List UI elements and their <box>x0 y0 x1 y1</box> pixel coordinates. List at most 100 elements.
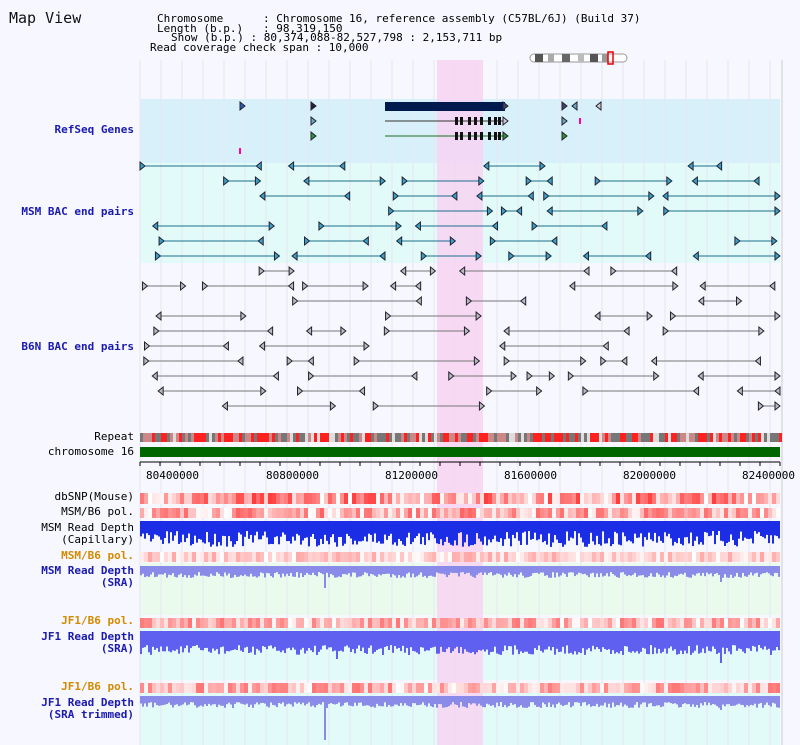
polymorphism-heat-cell <box>152 618 156 628</box>
b6n-bac-end-marker <box>358 385 366 397</box>
polymorphism-heat-cell <box>380 683 384 693</box>
repeat-segment <box>602 433 605 442</box>
polymorphism-heat-cell <box>464 618 468 628</box>
polymorphism-heat-cell <box>620 618 624 628</box>
polymorphism-heat-cell <box>252 493 256 504</box>
repeat-segment <box>533 433 536 442</box>
polymorphism-heat-cell <box>768 493 772 504</box>
read-depth-bar <box>328 566 330 578</box>
polymorphism-heat-cell <box>476 508 480 518</box>
polymorphism-heat-cell <box>428 493 432 504</box>
polymorphism-heat-cell <box>152 552 156 562</box>
read-depth-bar <box>316 631 318 655</box>
polymorphism-heat-cell <box>436 493 440 504</box>
polymorphism-heat-cell <box>700 508 704 518</box>
refseq-exon <box>468 117 471 125</box>
track-label-msm-depth-capillary-sub: (Capillary) <box>61 533 134 546</box>
info-value: : 98,319,150 <box>262 22 343 35</box>
polymorphism-heat-cell <box>416 552 420 562</box>
repeat-segment <box>488 433 491 442</box>
read-depth-bar <box>692 631 694 653</box>
repeat-segment <box>353 433 356 442</box>
read-depth-bar <box>720 521 722 541</box>
read-depth-bar <box>254 521 256 536</box>
repeat-segment <box>662 433 665 442</box>
track-label-msm-bac[interactable]: MSM BAC end pairs <box>21 205 134 218</box>
repeat-segment <box>635 433 638 442</box>
polymorphism-heat-cell <box>544 618 548 628</box>
read-depth-bar <box>458 566 460 577</box>
polymorphism-heat-cell <box>724 552 728 562</box>
read-depth-bar <box>484 696 486 708</box>
read-depth-bar <box>376 631 378 651</box>
read-depth-bar <box>352 521 354 545</box>
track-label-refseq-genes[interactable]: RefSeq Genes <box>54 123 134 136</box>
polymorphism-heat-cell <box>248 683 252 693</box>
read-depth-bar <box>336 696 338 704</box>
polymorphism-heat-cell <box>304 493 308 504</box>
msm-bac-end-marker <box>268 220 275 232</box>
polymorphism-heat-cell <box>164 683 168 693</box>
b6n-bac-end-marker <box>362 280 369 292</box>
polymorphism-heat-cell <box>340 618 344 628</box>
polymorphism-heat-cell <box>648 618 652 628</box>
read-depth-bar <box>208 566 210 577</box>
repeat-segment <box>521 433 524 442</box>
read-depth-bar <box>736 631 738 651</box>
read-depth-bar <box>648 696 650 704</box>
read-depth-bar <box>418 521 420 534</box>
read-depth-bar <box>342 566 344 575</box>
polymorphism-heat-cell <box>392 683 396 693</box>
msm-bac-end-marker <box>291 250 298 262</box>
read-depth-bar <box>288 631 290 648</box>
read-depth-bar <box>370 521 372 535</box>
polymorphism-heat-cell <box>332 683 336 693</box>
read-depth-bar <box>718 566 720 576</box>
read-depth-bar <box>742 566 744 573</box>
info-value: : 80,374,088-82,527,798 : 2,153,711 bp <box>250 31 503 44</box>
read-depth-bar <box>580 631 582 654</box>
b6n-bac-end-marker <box>510 370 517 382</box>
read-depth-bar <box>638 566 640 576</box>
read-depth-bar <box>390 696 392 707</box>
read-depth-bar <box>180 631 182 647</box>
read-depth-bar <box>266 696 268 707</box>
polymorphism-heat-cell <box>316 493 320 504</box>
track-label-b6n-bac[interactable]: B6N BAC end pairs <box>21 340 134 353</box>
b6n-bac-end-marker <box>141 280 149 292</box>
read-depth-bar <box>738 696 740 704</box>
polymorphism-heat-cell <box>456 683 460 693</box>
read-depth-bar <box>196 521 198 543</box>
polymorphism-heat-cell <box>456 552 460 562</box>
polymorphism-heat-cell <box>404 508 408 518</box>
polymorphism-heat-cell <box>440 683 444 693</box>
repeat-segment <box>164 433 167 442</box>
read-depth-bar <box>598 521 600 545</box>
polymorphism-heat-cell <box>448 552 452 562</box>
polymorphism-heat-cell <box>188 618 192 628</box>
polymorphism-heat-cell <box>420 683 424 693</box>
read-depth-bar <box>714 521 716 545</box>
read-depth-bar <box>198 566 200 573</box>
read-depth-bar <box>652 696 654 707</box>
polymorphism-heat-cell <box>752 552 756 562</box>
polymorphism-heat-cell <box>720 493 724 504</box>
polymorphism-heat-cell <box>568 493 572 504</box>
b6n-bac-end-marker <box>602 340 609 352</box>
repeat-segment <box>416 433 419 442</box>
read-depth-bar <box>680 631 682 651</box>
repeat-segment <box>740 433 743 442</box>
read-depth-bar <box>346 631 348 646</box>
polymorphism-heat-cell <box>480 618 484 628</box>
read-depth-bar <box>722 631 724 648</box>
polymorphism-heat-cell <box>772 493 776 504</box>
polymorphism-heat-cell <box>244 508 248 518</box>
polymorphism-heat-cell <box>524 618 528 628</box>
polymorphism-heat-cell <box>524 683 528 693</box>
msm-bac-end-marker <box>546 175 553 187</box>
read-depth-bar <box>200 696 202 706</box>
read-depth-bar <box>606 631 608 650</box>
polymorphism-heat-cell <box>336 508 340 518</box>
read-depth-bar <box>244 631 246 648</box>
